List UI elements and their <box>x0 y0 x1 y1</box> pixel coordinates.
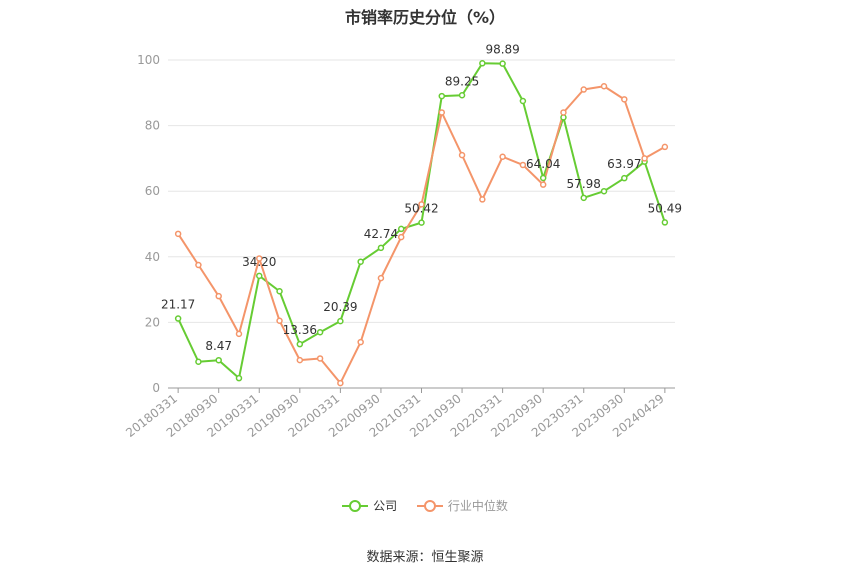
legend-company-line-icon <box>342 499 369 513</box>
data-label: 64.04 <box>526 157 560 171</box>
legend: 公司 行业中位数 <box>0 497 850 516</box>
series-1-point <box>256 255 263 262</box>
series-0-point <box>397 225 405 233</box>
series-layer <box>174 60 669 387</box>
y-tick-label: 20 <box>145 315 160 329</box>
legend-label-industry: 行业中位数 <box>447 499 508 513</box>
series-1-point <box>621 96 628 103</box>
series-0-point <box>499 60 506 67</box>
series-1-point <box>316 355 324 362</box>
data-label: 34.20 <box>242 255 276 269</box>
data-label: 63.97 <box>607 157 641 171</box>
series-0-point <box>174 315 182 322</box>
series-1-point <box>357 338 364 346</box>
data-label: 42.74 <box>364 227 398 241</box>
series-1-point <box>296 356 304 364</box>
data-label: 89.25 <box>445 74 479 88</box>
series-1-point <box>641 155 648 162</box>
y-tick-label: 80 <box>145 119 160 133</box>
source-text: 数据来源：恒生聚源 <box>366 550 484 565</box>
series-0-point <box>621 174 628 182</box>
series-1-point <box>215 292 222 300</box>
y-tick-label: 100 <box>137 53 160 67</box>
chart-title: 市销率历史分位（%） <box>344 8 506 27</box>
grid-layer <box>168 59 675 323</box>
series-0-point <box>438 92 446 100</box>
data-label: 13.36 <box>283 323 317 337</box>
series-1-point <box>458 151 466 159</box>
series-0-point <box>418 219 425 226</box>
data-label: 20.39 <box>323 300 357 314</box>
series-0-point <box>235 374 243 382</box>
series-1-point <box>397 233 405 241</box>
series-0-point <box>316 328 324 336</box>
series-1-point <box>235 330 243 338</box>
series-0-point <box>580 194 587 202</box>
axis-layer: 0204060801002018033120180930201903312019… <box>123 53 675 440</box>
legend-item-company[interactable]: 公司 <box>342 497 397 514</box>
legend-item-industry[interactable]: 行业中位数 <box>416 497 508 514</box>
series-0-point <box>256 272 263 280</box>
series-line-1 <box>177 85 666 385</box>
y-tick-label: 0 <box>152 381 160 395</box>
y-tick-label: 40 <box>145 250 160 264</box>
series-0-point <box>661 219 669 226</box>
series-1-point <box>560 109 567 116</box>
series-0-point <box>377 244 385 252</box>
series-1-point <box>539 181 547 188</box>
series-1-point <box>580 86 587 93</box>
series-1-point <box>174 230 182 238</box>
y-tick-label: 60 <box>145 184 160 198</box>
data-label-layer: 21.17 8.47 34.20 13.36 20.39 42.74 50.42 89.25 9… <box>161 43 682 354</box>
data-label: 21.17 <box>161 298 195 312</box>
series-1-point <box>276 317 283 325</box>
series-1-point <box>600 82 608 90</box>
series-0-point <box>215 356 222 364</box>
series-1-point <box>195 261 202 269</box>
series-1-point <box>519 161 527 169</box>
series-0-point <box>276 287 283 295</box>
legend-label-company: 公司 <box>373 499 398 513</box>
data-label: 57.98 <box>567 177 601 191</box>
series-0-point <box>195 358 202 366</box>
data-label: 50.42 <box>404 202 438 216</box>
data-label: 98.89 <box>485 43 519 57</box>
series-1-point <box>438 109 446 116</box>
series-0-point <box>357 258 364 265</box>
series-1-point <box>337 379 344 387</box>
series-0-point <box>296 340 304 348</box>
data-label: 8.47 <box>205 339 232 353</box>
line-chart: 0204060801002018033120180930201903312019… <box>123 43 682 440</box>
series-0-point <box>519 97 527 105</box>
data-label: 50.49 <box>648 201 682 215</box>
series-0-point <box>479 60 486 67</box>
series-1-point <box>499 153 506 161</box>
legend-industry-line-icon <box>416 499 443 513</box>
series-1-point <box>661 143 669 151</box>
series-0-point <box>458 92 466 99</box>
series-1-point <box>418 201 425 208</box>
series-0-point <box>539 174 547 182</box>
series-1-point <box>377 274 385 282</box>
series-1-point <box>479 196 486 203</box>
series-0-point <box>600 187 608 195</box>
series-0-point <box>337 317 344 325</box>
